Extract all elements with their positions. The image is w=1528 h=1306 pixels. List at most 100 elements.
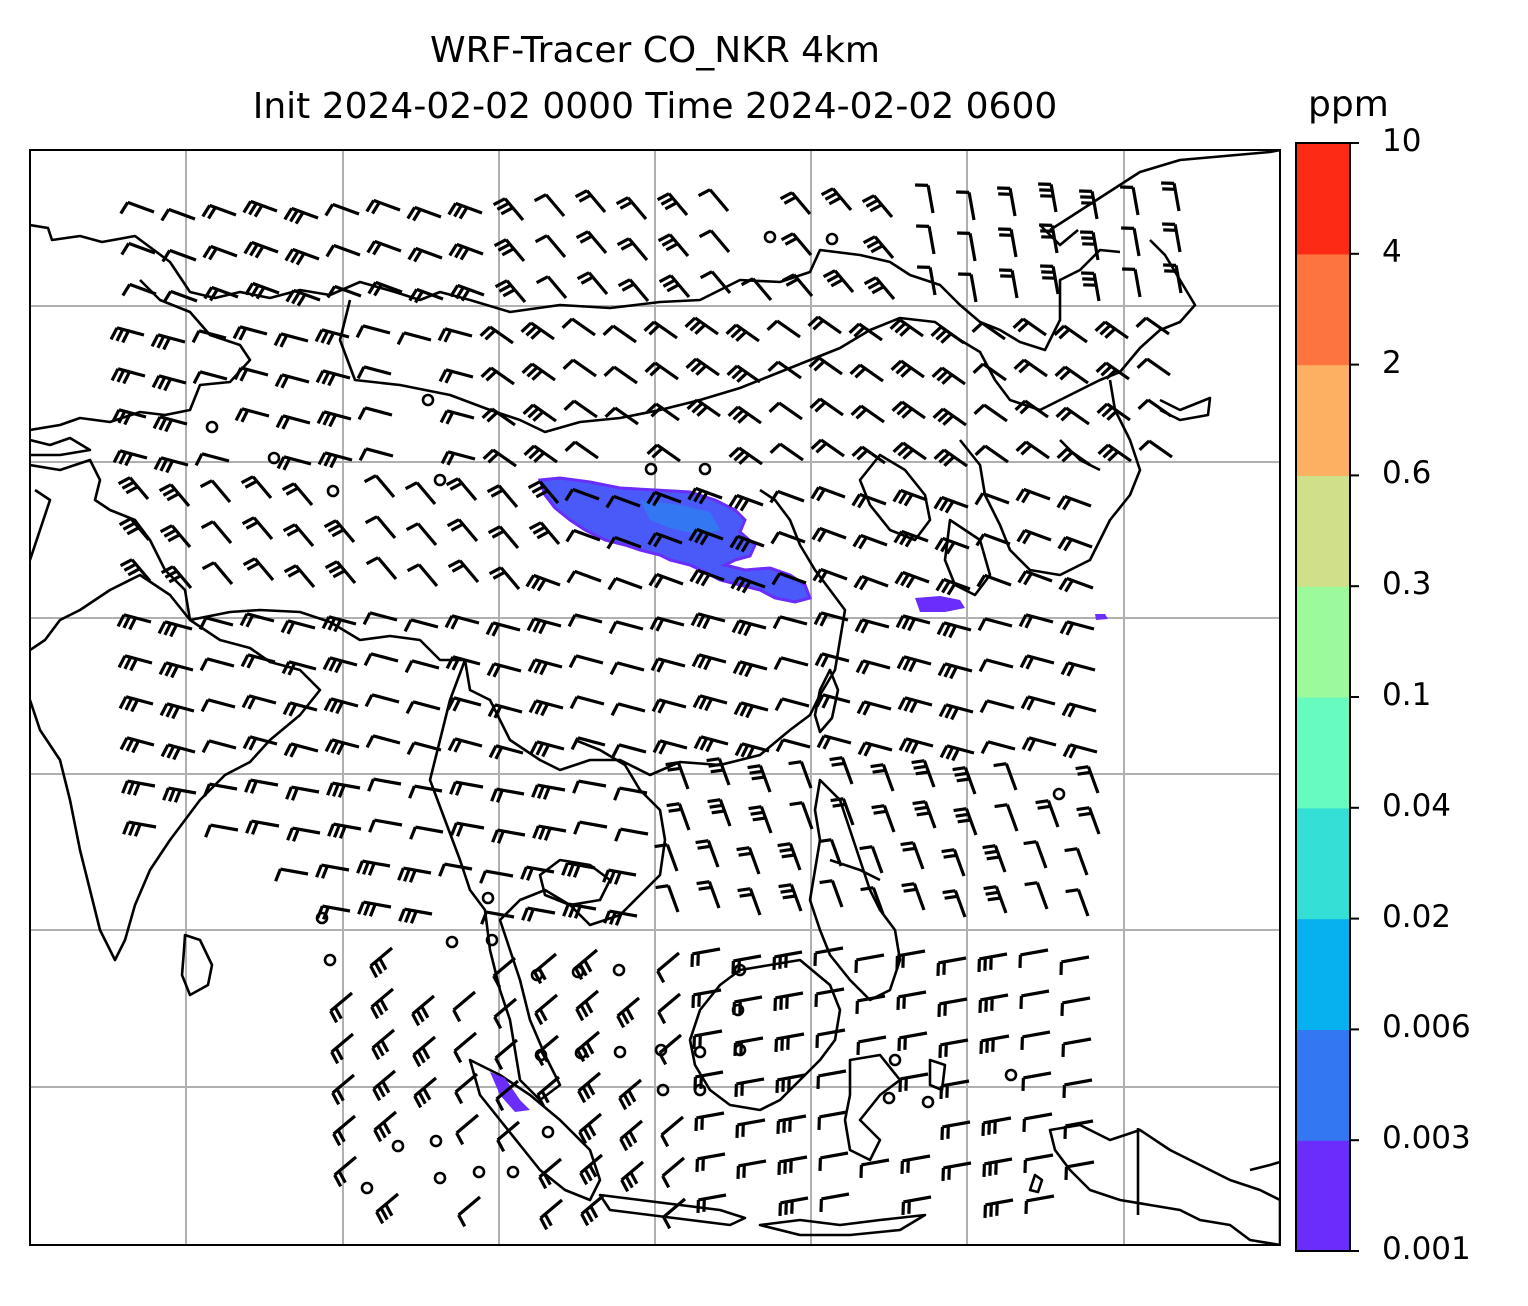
wind-barb — [564, 440, 599, 460]
colorbar-segment — [1296, 697, 1350, 809]
wind-barb — [438, 862, 473, 877]
wind-barb — [707, 798, 732, 827]
wind-barb — [327, 822, 362, 839]
wind-barb — [732, 660, 768, 678]
wind-barb — [574, 189, 607, 214]
wind-barb — [1055, 406, 1090, 426]
wind-barb — [575, 989, 600, 1022]
wind-barb — [748, 805, 773, 834]
wind-barb — [863, 276, 896, 301]
wind-barb — [160, 565, 193, 590]
wind-barb — [315, 863, 350, 879]
wind-barb — [781, 273, 814, 298]
wind-barb — [1038, 182, 1058, 213]
wind-barb — [323, 697, 359, 715]
wind-barb — [162, 289, 198, 304]
wind-barb — [1120, 185, 1140, 216]
calm-circle — [882, 1091, 896, 1105]
wind-barb — [1013, 358, 1048, 378]
wind-barb — [978, 993, 1009, 1013]
wind-barb — [372, 1069, 397, 1102]
calm-circle — [1004, 1068, 1018, 1082]
calm-circle — [763, 230, 777, 244]
wind-barb — [363, 652, 399, 667]
wind-barb — [356, 859, 391, 876]
wind-barb — [768, 401, 803, 421]
wind-barb — [889, 318, 924, 338]
wind-barb — [897, 1031, 928, 1051]
wind-barb — [646, 490, 682, 507]
wind-barb — [561, 861, 596, 878]
wind-barb — [893, 529, 929, 548]
wind-barb — [695, 1152, 726, 1172]
wind-barb — [870, 763, 895, 792]
wind-barb — [853, 574, 889, 591]
wind-barb — [861, 194, 894, 219]
wind-barb — [666, 802, 691, 831]
wind-barb — [567, 613, 603, 628]
wind-barb — [854, 618, 890, 634]
wind-barb — [939, 1079, 970, 1099]
wind-barb — [121, 779, 156, 796]
wind-barb — [696, 880, 721, 909]
wind-barb — [1039, 223, 1059, 254]
calm-circle — [481, 891, 495, 905]
wind-barb — [326, 284, 362, 299]
wind-barb — [447, 559, 480, 584]
wind-barb — [159, 524, 192, 549]
wind-barb — [971, 321, 1006, 341]
wind-barb — [788, 760, 813, 789]
wind-barb — [871, 804, 896, 833]
wind-barb — [957, 231, 977, 262]
map-panel — [30, 150, 1280, 1245]
wind-barb — [915, 183, 935, 214]
wind-barb — [522, 403, 557, 423]
wind-barb — [579, 1153, 604, 1186]
wind-barb — [656, 951, 681, 984]
wind-barb — [192, 370, 228, 385]
wind-barb — [1015, 487, 1051, 504]
wind-barb — [777, 842, 802, 871]
calm-circle — [613, 1045, 627, 1059]
wind-barb — [404, 659, 440, 674]
wind-barb — [1019, 989, 1050, 1009]
wind-barb — [617, 278, 650, 303]
wind-barb — [570, 736, 606, 751]
wind-barb — [437, 327, 473, 343]
wind-barb — [848, 322, 883, 342]
wind-barb — [809, 397, 844, 417]
wind-barb — [324, 202, 360, 217]
wind-barb — [900, 1154, 931, 1174]
wind-barb — [375, 1192, 400, 1225]
calm-circle — [205, 420, 219, 434]
wind-barb — [520, 865, 555, 881]
wind-barb — [1075, 765, 1100, 794]
calm-circle — [574, 1046, 588, 1060]
wind-barb — [979, 699, 1015, 714]
wind-barb — [242, 557, 275, 582]
wind-barb — [736, 846, 761, 875]
wind-barb — [736, 1159, 767, 1179]
wind-barb — [611, 743, 647, 758]
calm-circle — [485, 933, 499, 947]
wind-barb — [119, 200, 155, 215]
wind-barb — [367, 777, 402, 792]
wind-barb — [566, 569, 602, 584]
wind-barb — [816, 1069, 847, 1089]
wind-barb — [576, 271, 609, 296]
wind-barb — [1135, 316, 1170, 336]
wind-barb — [1019, 654, 1055, 670]
wind-barb — [973, 403, 1008, 423]
wind-barb — [607, 576, 643, 591]
wind-barb — [116, 613, 152, 631]
wind-barb — [1094, 320, 1129, 340]
wind-barb — [1015, 440, 1050, 460]
wind-barb — [240, 475, 273, 500]
calm-circle — [530, 968, 544, 982]
wind-barb — [112, 449, 148, 467]
wind-barb — [493, 238, 526, 263]
wind-barb — [692, 1029, 723, 1049]
wind-barb — [1064, 847, 1089, 876]
wind-barb — [894, 570, 930, 589]
wind-barb — [281, 660, 317, 676]
